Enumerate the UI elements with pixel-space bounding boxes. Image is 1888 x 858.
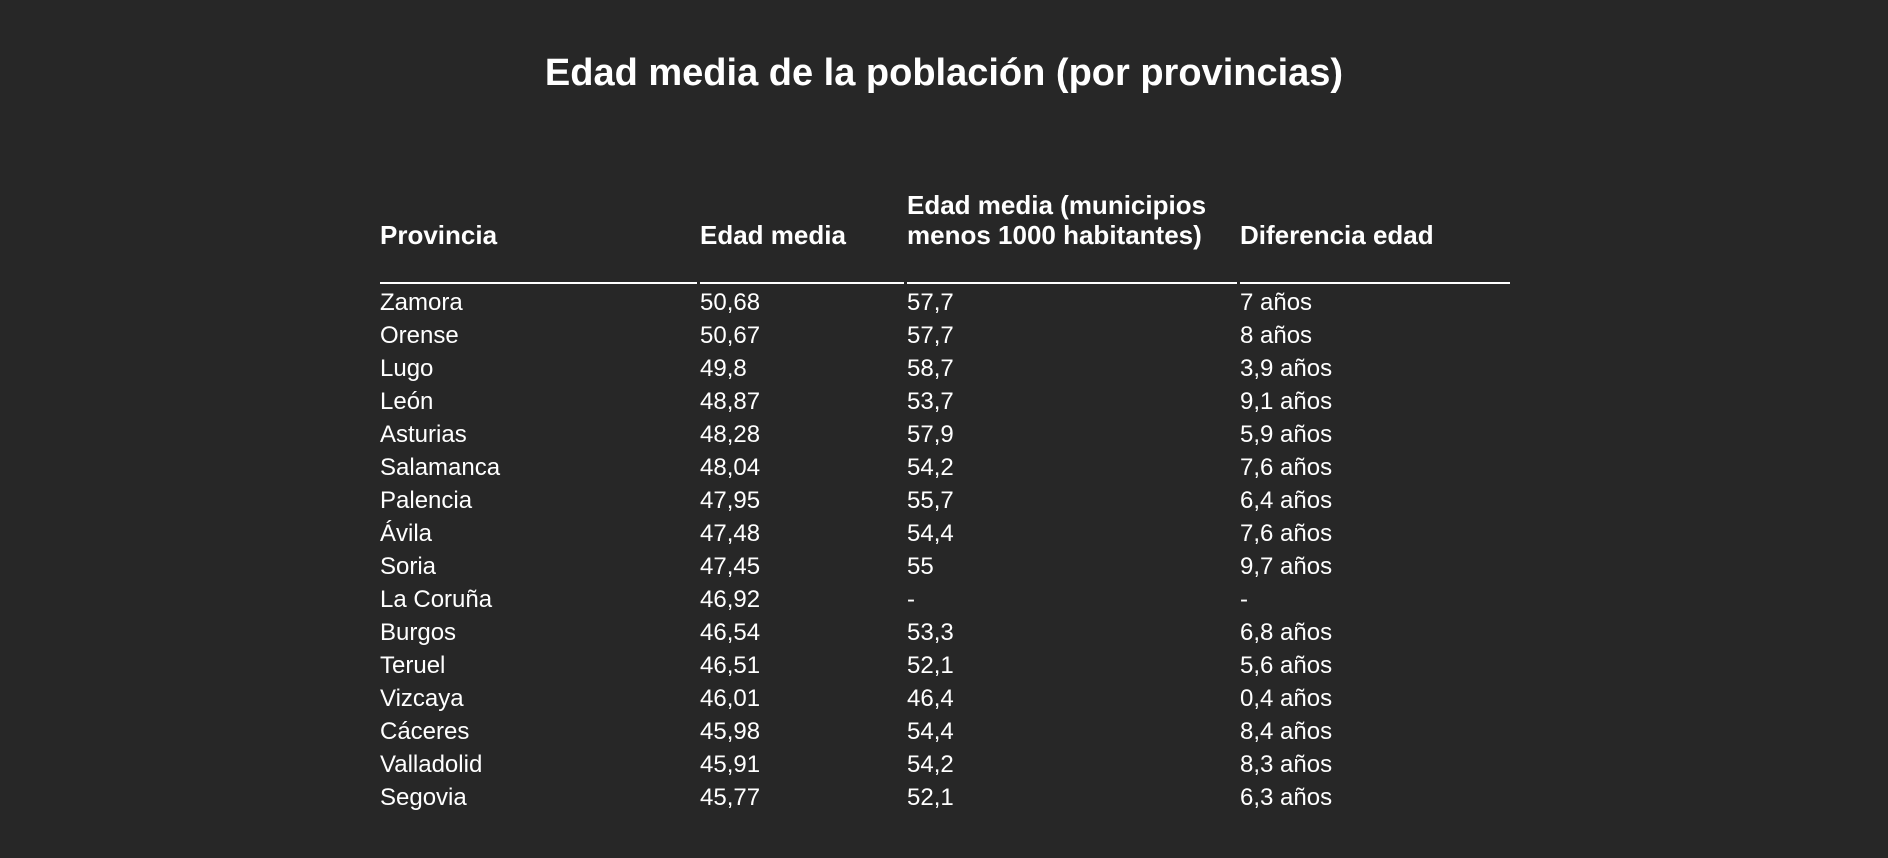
table-header-row: Provincia Edad media Edad media (municip…: [380, 190, 1510, 284]
cell-provincia: Soria: [380, 553, 437, 580]
table-row: Zamora 50,68 57,7 7 años: [380, 284, 1510, 319]
cell-provincia: Segovia: [380, 784, 467, 811]
cell-diferencia-edad: 6,8 años: [1240, 619, 1333, 646]
cell-provincia: Teruel: [380, 652, 446, 679]
cell-edad-media: 46,51: [700, 652, 761, 679]
cell-diferencia-edad: 8 años: [1240, 322, 1313, 349]
cell-edad-media: 48,28: [700, 421, 761, 448]
cell-diferencia-edad: 7 años: [1240, 289, 1313, 316]
cell-edad-media-municipios: 57,9: [907, 421, 954, 448]
cell-diferencia-edad: 5,9 años: [1240, 421, 1333, 448]
cell-edad-media: 50,68: [700, 289, 761, 316]
cell-diferencia-edad: 8,3 años: [1240, 751, 1333, 778]
table-row: León 48,87 53,7 9,1 años: [380, 385, 1510, 418]
cell-provincia: Cáceres: [380, 718, 470, 745]
cell-edad-media-municipios: 54,2: [907, 751, 954, 778]
age-table: Provincia Edad media Edad media (municip…: [377, 190, 1513, 814]
table-row: Segovia 45,77 52,1 6,3 años: [380, 781, 1510, 814]
column-header-provincia: Provincia: [380, 190, 697, 284]
table-row: La Coruña 46,92 - -: [380, 583, 1510, 616]
cell-provincia: Orense: [380, 322, 459, 349]
cell-diferencia-edad: 0,4 años: [1240, 685, 1333, 712]
cell-provincia: Burgos: [380, 619, 457, 646]
cell-provincia: Valladolid: [380, 751, 483, 778]
cell-edad-media: 46,54: [700, 619, 761, 646]
cell-provincia: Lugo: [380, 355, 434, 382]
column-header-edad-media: Edad media: [700, 190, 904, 284]
cell-diferencia-edad: 6,4 años: [1240, 487, 1333, 514]
cell-diferencia-edad: 3,9 años: [1240, 355, 1333, 382]
cell-edad-media: 49,8: [700, 355, 747, 382]
table-row: Ávila 47,48 54,4 7,6 años: [380, 517, 1510, 550]
column-header-diferencia-edad: Diferencia edad: [1240, 190, 1510, 284]
cell-provincia: Asturias: [380, 421, 467, 448]
cell-provincia: Ávila: [380, 520, 433, 547]
cell-provincia: Palencia: [380, 487, 473, 514]
cell-diferencia-edad: 9,7 años: [1240, 553, 1333, 580]
cell-edad-media-municipios: 52,1: [907, 652, 954, 679]
cell-edad-media: 45,91: [700, 751, 761, 778]
cell-edad-media-municipios: 55: [907, 553, 934, 580]
cell-edad-media-municipios: 53,3: [907, 619, 954, 646]
cell-edad-media: 47,48: [700, 520, 761, 547]
cell-edad-media-municipios: 54,4: [907, 718, 954, 745]
table-row: Teruel 46,51 52,1 5,6 años: [380, 649, 1510, 682]
table-body: Zamora 50,68 57,7 7 años Orense 50,67 57,7 8 añ…: [380, 284, 1510, 814]
cell-edad-media: 45,98: [700, 718, 761, 745]
table-row: Asturias 48,28 57,9 5,9 años: [380, 418, 1510, 451]
cell-provincia: Salamanca: [380, 454, 501, 481]
table-row: Burgos 46,54 53,3 6,8 años: [380, 616, 1510, 649]
cell-edad-media-municipios: 54,2: [907, 454, 954, 481]
table-row: Valladolid 45,91 54,2 8,3 años: [380, 748, 1510, 781]
cell-edad-media: 45,77: [700, 784, 761, 811]
cell-edad-media-municipios: 52,1: [907, 784, 954, 811]
cell-edad-media-municipios: 58,7: [907, 355, 954, 382]
cell-diferencia-edad: 6,3 años: [1240, 784, 1333, 811]
cell-edad-media: 50,67: [700, 322, 761, 349]
cell-edad-media-municipios: 54,4: [907, 520, 954, 547]
table-row: Cáceres 45,98 54,4 8,4 años: [380, 715, 1510, 748]
cell-edad-media: 47,45: [700, 553, 761, 580]
cell-edad-media-municipios: 46,4: [907, 685, 954, 712]
table-row: Orense 50,67 57,7 8 años: [380, 319, 1510, 352]
table-row: Soria 47,45 55 9,7 años: [380, 550, 1510, 583]
table-row: Lugo 49,8 58,7 3,9 años: [380, 352, 1510, 385]
cell-edad-media-municipios: 57,7: [907, 322, 954, 349]
column-header-edad-media-municipios: Edad media (municipios menos 1000 habita…: [907, 190, 1237, 284]
cell-diferencia-edad: -: [1240, 586, 1248, 613]
cell-diferencia-edad: 7,6 años: [1240, 520, 1333, 547]
cell-provincia: Vizcaya: [380, 685, 464, 712]
table-row: Palencia 47,95 55,7 6,4 años: [380, 484, 1510, 517]
cell-diferencia-edad: 9,1 años: [1240, 388, 1333, 415]
table-row: Vizcaya 46,01 46,4 0,4 años: [380, 682, 1510, 715]
cell-provincia: La Coruña: [380, 586, 493, 613]
cell-edad-media: 48,04: [700, 454, 761, 481]
cell-edad-media: 47,95: [700, 487, 761, 514]
cell-provincia: León: [380, 388, 434, 415]
cell-edad-media-municipios: 55,7: [907, 487, 954, 514]
cell-edad-media: 46,01: [700, 685, 761, 712]
page-title: Edad media de la población (por provinci…: [544, 52, 1344, 94]
cell-diferencia-edad: 8,4 años: [1240, 718, 1333, 745]
cell-provincia: Zamora: [380, 289, 463, 316]
table-row: Salamanca 48,04 54,2 7,6 años: [380, 451, 1510, 484]
cell-edad-media-municipios: -: [907, 586, 915, 613]
cell-edad-media-municipios: 53,7: [907, 388, 954, 415]
cell-edad-media-municipios: 57,7: [907, 289, 954, 316]
cell-diferencia-edad: 5,6 años: [1240, 652, 1333, 679]
cell-edad-media: 46,92: [700, 586, 761, 613]
cell-diferencia-edad: 7,6 años: [1240, 454, 1333, 481]
cell-edad-media: 48,87: [700, 388, 761, 415]
